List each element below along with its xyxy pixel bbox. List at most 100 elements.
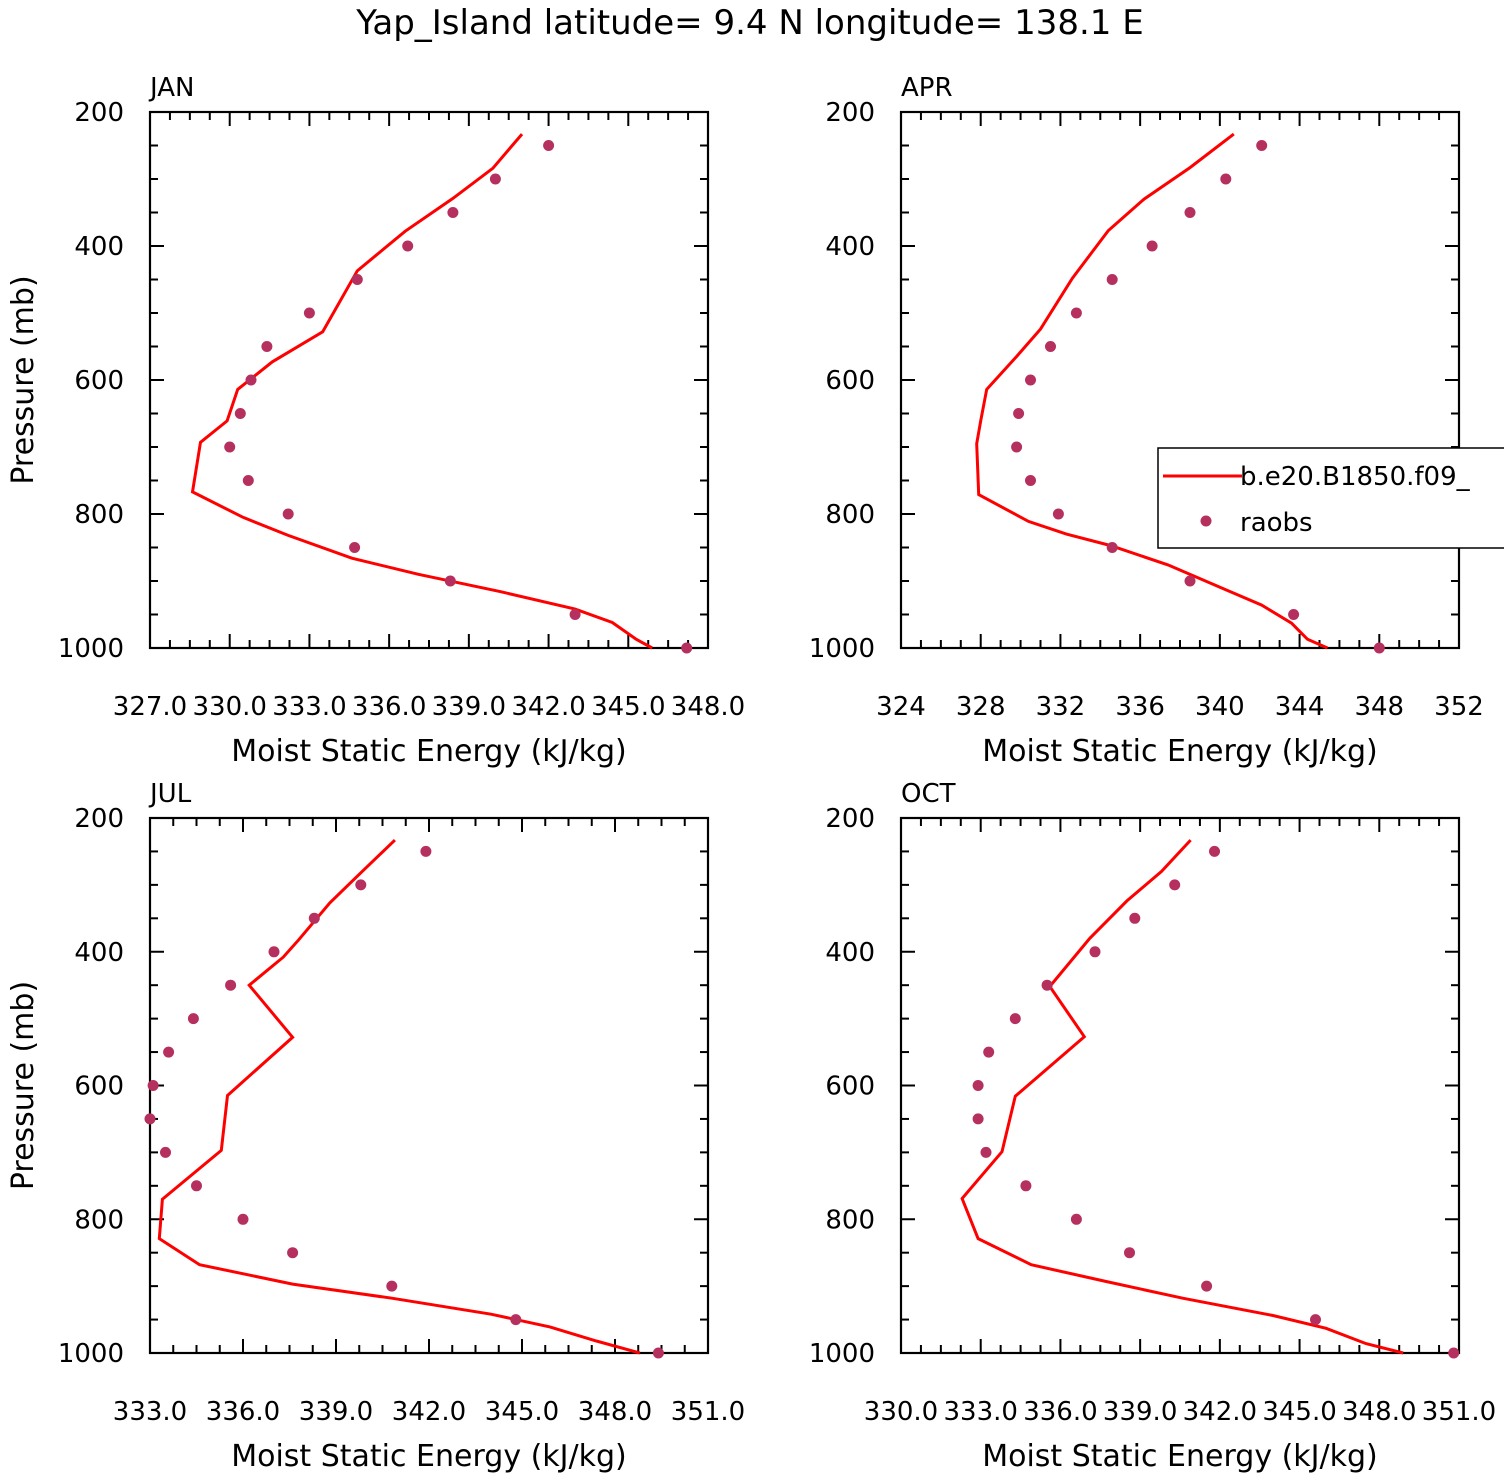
raob-point — [1448, 1347, 1460, 1359]
x-tick-label: 324 — [876, 692, 926, 722]
raob-point — [1106, 274, 1118, 285]
raob-point — [287, 1247, 299, 1259]
x-tick-label: 345.0 — [485, 1397, 559, 1427]
x-tick-label: 328 — [956, 692, 1006, 722]
raob-point — [237, 1213, 249, 1225]
raob-point — [1052, 508, 1064, 520]
raob-point — [1106, 542, 1118, 553]
x-tick-label: 327.0 — [113, 692, 187, 722]
raob-point — [1184, 575, 1196, 587]
raob-point — [282, 508, 294, 520]
raob-point — [224, 441, 236, 453]
raob-point — [420, 845, 432, 857]
x-tick-label: 339.0 — [1103, 1397, 1177, 1427]
raob-point — [972, 1113, 984, 1125]
raob-point — [268, 946, 280, 958]
raob-point — [144, 1113, 156, 1125]
x-tick-label: 339.0 — [299, 1397, 373, 1427]
x-tick-label: 351.0 — [671, 1397, 745, 1427]
x-tick-label: 330.0 — [864, 1397, 938, 1427]
raob-point — [1045, 341, 1056, 352]
x-tick-label: 332 — [1036, 692, 1086, 722]
legend-label-model: b.e20.B1850.f09_ — [1240, 462, 1471, 492]
y-axis-title: Pressure (mb) — [6, 981, 41, 1190]
x-tick-label: 336.0 — [352, 692, 426, 722]
raob-point — [191, 1180, 202, 1192]
y-tick-label: 1000 — [58, 1339, 124, 1369]
raob-point — [1070, 307, 1082, 319]
x-tick-label: 333.0 — [272, 692, 346, 722]
x-axis-title: Moist Static Energy (kJ/kg) — [231, 734, 627, 769]
raob-point — [1288, 609, 1300, 620]
raob-point — [242, 475, 254, 486]
raob-point — [1089, 946, 1101, 958]
raob-point — [1209, 845, 1220, 857]
x-tick-label: 348.0 — [671, 692, 745, 722]
raob-point — [1146, 240, 1158, 252]
raob-point — [303, 307, 315, 319]
x-tick-label: 340 — [1195, 692, 1245, 722]
x-axis-title: Moist Static Energy (kJ/kg) — [982, 1439, 1378, 1474]
x-tick-label: 336 — [1115, 692, 1165, 722]
panel-label: APR — [901, 73, 953, 103]
raob-point — [1124, 1247, 1135, 1259]
panel-label: OCT — [901, 779, 956, 809]
raob-point — [1256, 140, 1268, 151]
raob-point — [225, 979, 237, 991]
x-axis-title: Moist Static Energy (kJ/kg) — [231, 1439, 627, 1474]
raob-point — [1013, 408, 1025, 419]
panel-jul: 200 400 600 800 1000 333.0 336.0 339.0 342.0 345.… — [6, 779, 745, 1474]
raob-point — [147, 1080, 159, 1091]
y-axis-title: Pressure (mb) — [6, 275, 41, 484]
raob-point — [234, 408, 246, 419]
x-tick-label: 333.0 — [113, 1397, 187, 1427]
raob-point — [1129, 912, 1141, 924]
raob-point — [972, 1080, 984, 1091]
y-tick-label: 1000 — [58, 634, 124, 664]
y-tick-label: 600 — [74, 366, 124, 396]
raob-point — [349, 542, 361, 553]
raob-point — [681, 642, 693, 654]
raob-point — [160, 1146, 171, 1158]
raob-point — [1009, 1013, 1021, 1025]
y-tick-label: 600 — [74, 1072, 124, 1102]
raob-point — [187, 1013, 199, 1025]
x-tick-label: 342.0 — [511, 692, 585, 722]
model-series-line — [960, 839, 1404, 1355]
raob-point — [1184, 207, 1196, 218]
raob-point — [444, 575, 456, 587]
x-tick-label: 348 — [1354, 692, 1404, 722]
y-tick-label: 400 — [74, 938, 124, 968]
y-tick-label: 400 — [825, 938, 875, 968]
x-tick-label: 348.0 — [1342, 1397, 1416, 1427]
x-tick-label: 342.0 — [392, 1397, 466, 1427]
y-tick-label: 200 — [74, 98, 124, 128]
panel-jan: 200 400 600 800 1000 327.0 330.0 333.0 336.0 339.… — [6, 73, 745, 769]
y-tick-label: 800 — [74, 1205, 124, 1235]
raob-point — [1373, 642, 1385, 654]
raob-point — [652, 1347, 664, 1359]
raob-point — [1310, 1314, 1321, 1326]
raob-point — [163, 1046, 175, 1058]
raob-point — [1220, 173, 1232, 185]
raob-point — [1020, 1180, 1032, 1192]
panel-label: JUL — [148, 779, 192, 809]
legend-label-raobs: raobs — [1240, 508, 1313, 538]
x-axis-title: Moist Static Energy (kJ/kg) — [982, 734, 1378, 769]
panel-label: JAN — [148, 73, 194, 103]
y-tick-label: 600 — [825, 366, 875, 396]
x-tick-label: 339.0 — [432, 692, 506, 722]
raob-point — [489, 173, 501, 185]
x-tick-label: 336.0 — [206, 1397, 280, 1427]
y-tick-label: 600 — [825, 1072, 875, 1102]
raob-point — [351, 274, 363, 285]
raob-point — [1025, 475, 1036, 486]
x-tick-label: 345.0 — [591, 692, 665, 722]
x-tick-label: 344 — [1275, 692, 1325, 722]
raob-point — [355, 879, 367, 891]
raob-point — [510, 1314, 522, 1326]
raob-point — [245, 374, 257, 386]
